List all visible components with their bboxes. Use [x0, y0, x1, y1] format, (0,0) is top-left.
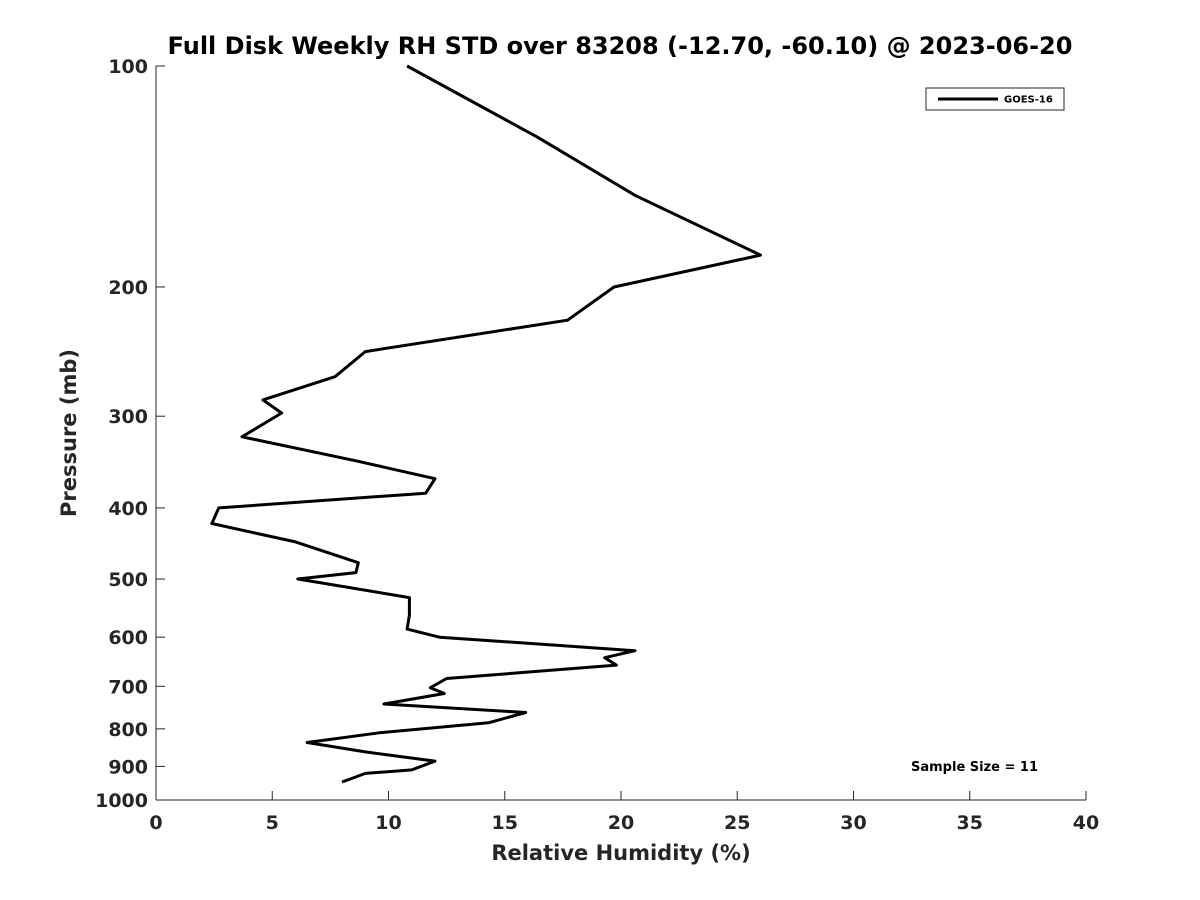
x-tick-label: 25 [724, 812, 750, 834]
x-tick-label: 40 [1073, 812, 1099, 834]
x-tick-label: 35 [957, 812, 983, 834]
x-tick-label: 10 [375, 812, 401, 834]
x-tick-label: 5 [266, 812, 279, 834]
legend: GOES-16 [925, 87, 1065, 111]
y-tick-label: 100 [108, 56, 148, 78]
x-tick-label: 15 [492, 812, 518, 834]
y-tick-label: 800 [108, 719, 148, 741]
y-tick-label: 300 [108, 406, 148, 428]
legend-label: GOES-16 [1004, 95, 1053, 106]
y-tick-label: 500 [108, 569, 148, 591]
y-tick-label: 600 [108, 627, 148, 649]
y-axis-label: Pressure (mb) [57, 349, 81, 517]
series-line-0 [210, 64, 762, 784]
y-tick-label: 400 [108, 498, 148, 520]
series-layer [210, 64, 762, 784]
x-tick-label: 30 [840, 812, 866, 834]
y-ticks: 100 200 300 400 500 600 700 800 900 1000 [95, 56, 165, 812]
y-tick-label: 700 [108, 676, 148, 698]
y-tick-label: 200 [108, 277, 148, 299]
chart-title: Full Disk Weekly RH STD over 83208 (-12.… [168, 32, 1073, 60]
sample-size-annotation: Sample Size = 11 [911, 760, 1038, 775]
x-ticks: 0 5 10 15 20 25 30 35 40 [149, 791, 1099, 834]
x-axis-label: Relative Humidity (%) [491, 841, 750, 865]
y-tick-label: 900 [108, 756, 148, 778]
plot-axes [155, 66, 1086, 801]
x-tick-label: 0 [149, 812, 162, 834]
y-tick-label: 1000 [95, 790, 148, 812]
x-tick-label: 20 [608, 812, 634, 834]
